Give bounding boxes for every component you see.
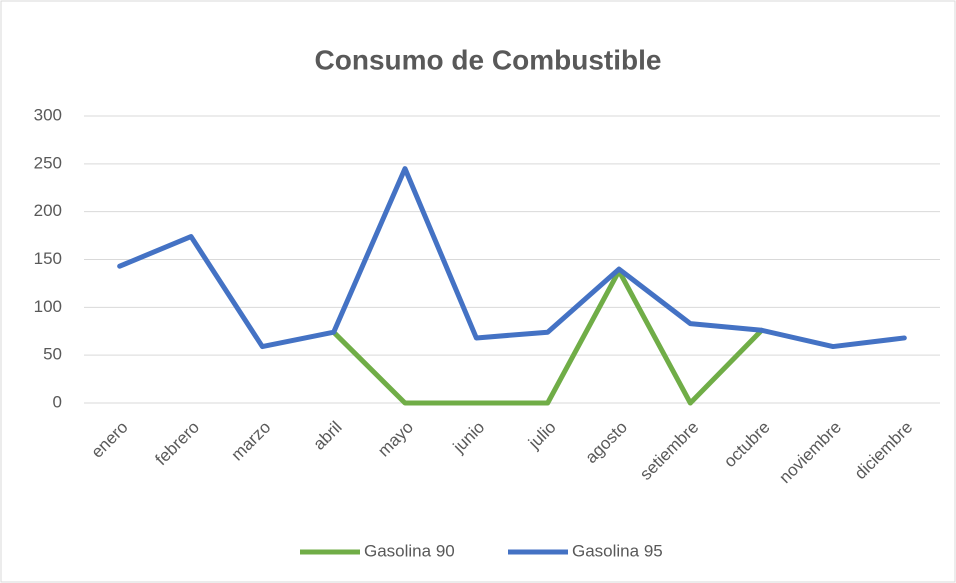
series-line [117, 166, 907, 350]
y-tick-label: 0 [53, 392, 62, 411]
y-tick-label: 150 [34, 249, 62, 268]
y-tick-label: 300 [34, 105, 62, 124]
y-tick-label: 100 [34, 297, 62, 316]
series-line [331, 268, 765, 406]
legend-label: Gasolina 90 [364, 541, 455, 560]
legend-label: Gasolina 95 [572, 541, 663, 560]
y-tick-label: 200 [34, 201, 62, 220]
y-tick-label: 50 [43, 345, 62, 364]
chart-title: Consumo de Combustible [315, 44, 662, 75]
y-tick-label: 250 [34, 153, 62, 172]
